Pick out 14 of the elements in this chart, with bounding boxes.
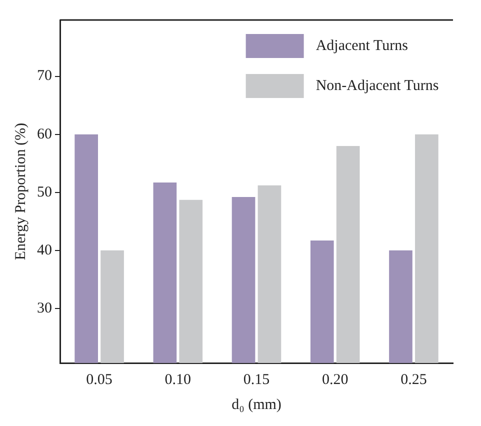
x-axis-title: d₀ (mm)	[232, 396, 282, 413]
y-tick-label: 30	[37, 300, 52, 316]
x-tick-label: 0.10	[164, 372, 192, 388]
y-axis-title: Energy Proportion (%)	[12, 122, 29, 260]
legend-label: Adjacent Turns	[316, 38, 408, 54]
legend-label: Non-Adjacent Turns	[316, 78, 439, 94]
y-tick-label: 60	[37, 126, 52, 142]
x-tick-label: 0.20	[322, 372, 348, 388]
x-tick-label: 0.15	[243, 372, 270, 388]
y-tick-label: 40	[37, 242, 52, 258]
y-tick-label: 70	[37, 68, 52, 84]
x-tick-label: 0.05	[86, 372, 112, 388]
y-tick-label: 50	[37, 184, 52, 200]
x-tick-label: 0.25	[400, 372, 427, 388]
